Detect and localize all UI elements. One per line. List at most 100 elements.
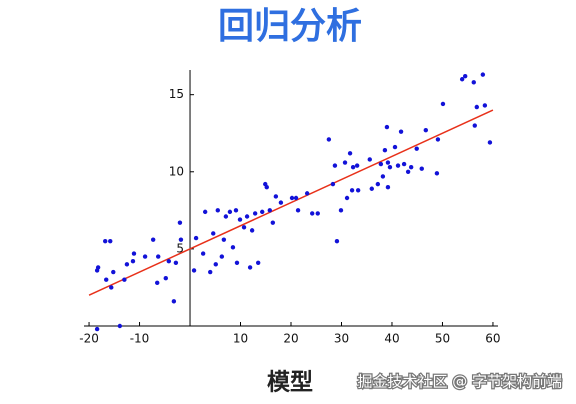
point — [304, 191, 310, 196]
point — [482, 103, 488, 108]
point — [130, 259, 136, 264]
point — [423, 127, 429, 133]
point — [94, 326, 100, 332]
point — [347, 151, 353, 156]
point — [241, 225, 247, 230]
point — [108, 238, 113, 244]
point — [109, 285, 114, 290]
point — [270, 220, 276, 225]
point — [234, 260, 240, 265]
point — [380, 174, 386, 179]
point — [221, 237, 227, 242]
point — [480, 72, 486, 77]
point — [171, 299, 177, 304]
point — [369, 186, 374, 191]
point — [255, 260, 261, 265]
point — [95, 265, 101, 270]
x-tick-label: 40 — [384, 332, 399, 346]
point — [384, 124, 390, 130]
point — [378, 161, 384, 167]
point — [408, 164, 414, 170]
point — [227, 209, 233, 215]
point — [273, 194, 279, 199]
point — [131, 251, 137, 256]
point — [434, 171, 440, 176]
fit-line — [88, 109, 494, 296]
point — [122, 277, 127, 282]
point — [278, 200, 284, 205]
point — [213, 262, 218, 267]
point — [355, 188, 361, 193]
point — [462, 73, 468, 79]
point — [474, 104, 479, 110]
point — [289, 195, 295, 201]
x-tick-label: 10 — [233, 332, 248, 346]
point — [233, 208, 239, 213]
point — [350, 164, 356, 170]
point — [334, 238, 340, 244]
point — [471, 80, 476, 85]
point — [326, 137, 332, 142]
point — [414, 146, 419, 151]
point — [264, 185, 269, 190]
point — [401, 161, 407, 167]
x-tick-label: -20 — [79, 332, 99, 346]
chart-title: 回归分析 — [218, 6, 362, 47]
point — [315, 211, 320, 216]
point — [392, 144, 398, 150]
point — [237, 217, 243, 222]
point — [395, 163, 401, 168]
point — [332, 163, 338, 168]
point — [440, 101, 446, 107]
point — [385, 160, 391, 165]
point — [293, 195, 299, 201]
point — [267, 208, 272, 213]
point — [330, 181, 336, 187]
point — [173, 260, 179, 265]
point — [310, 211, 315, 216]
point — [104, 277, 109, 282]
point — [223, 214, 229, 219]
x-tick-label: 50 — [435, 332, 450, 346]
point — [344, 195, 350, 201]
point — [354, 163, 360, 168]
point — [398, 129, 404, 134]
y-tick-label: 15 — [169, 87, 184, 101]
caption: 模型 — [267, 370, 313, 396]
point — [249, 228, 255, 233]
x-tick-label: 60 — [485, 332, 500, 346]
point — [375, 181, 381, 187]
point — [338, 208, 344, 213]
point — [244, 214, 250, 219]
point — [103, 238, 108, 244]
point — [155, 280, 160, 286]
point — [472, 123, 477, 128]
point — [382, 147, 388, 153]
x-tick-label: 30 — [334, 332, 349, 346]
point — [111, 269, 116, 275]
point — [260, 209, 265, 215]
point — [142, 254, 148, 259]
point — [150, 237, 156, 242]
x-tick-label: -10 — [130, 332, 150, 346]
point — [247, 265, 253, 270]
point — [252, 211, 258, 216]
watermark: 掘金技术社区 @ 字节架构前端 — [357, 373, 562, 391]
point — [219, 254, 225, 259]
point — [367, 157, 372, 162]
point — [191, 268, 197, 273]
point — [230, 245, 236, 250]
point — [385, 185, 391, 190]
point — [459, 77, 465, 82]
point — [163, 275, 168, 281]
point — [295, 208, 301, 213]
point — [387, 164, 393, 170]
point — [178, 237, 184, 242]
x-tick-label: 20 — [283, 332, 298, 346]
point — [156, 254, 161, 259]
point — [435, 137, 441, 142]
y-tick-label: 10 — [169, 164, 184, 178]
point — [193, 235, 199, 241]
point — [419, 166, 424, 171]
